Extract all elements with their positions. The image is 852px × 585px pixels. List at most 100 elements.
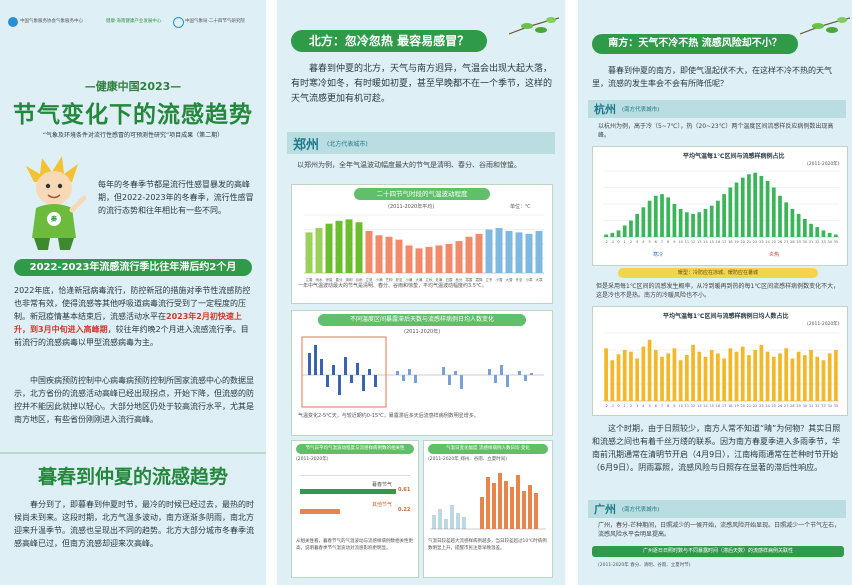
tick-label: 16	[716, 240, 720, 244]
tick-label: 霜降	[476, 277, 484, 282]
chart3-gridline	[300, 475, 410, 476]
bar-34	[827, 353, 832, 401]
tick-label: 31	[809, 240, 813, 244]
city1-name: 杭州	[594, 103, 616, 116]
tick-label: 33	[821, 404, 825, 408]
bar-8	[666, 353, 671, 401]
city-band-hangzhou: 杭州 (南方代表城市)	[588, 100, 846, 118]
bar-9	[672, 204, 677, 237]
tick-label: 春分	[336, 277, 344, 282]
chart-temperature-fluctuation: 二十四节气时段的气温波动程度 (2011-2020年平均) 单位：℃ 立春 雨水惊…	[291, 184, 553, 304]
bar-7	[660, 194, 664, 237]
bar-春分	[335, 220, 343, 273]
tick-label: 11	[685, 240, 689, 244]
bar-16	[716, 353, 720, 401]
tick-label: 大暑	[416, 277, 424, 282]
city1-text: 以杭州为例，高于冷（5~7℃），热（20~23℃）两个温度区间流感样反应病例数出…	[598, 123, 834, 139]
chart3-row2-label: 其他节气	[372, 502, 393, 508]
tick-label: 寒露	[466, 277, 474, 282]
bar-2	[629, 220, 633, 237]
bar-26	[778, 353, 782, 401]
bar-1	[622, 225, 627, 237]
tick-label: 立秋	[426, 277, 434, 282]
tick-label: 14	[703, 240, 708, 244]
bar-芒种	[385, 236, 393, 273]
tick-label: 14	[703, 404, 708, 408]
chart-correlation: 节气日平均气温波动程度与流感样病例数的相关性 (2011-2020年) 暮春节气…	[291, 440, 419, 578]
bar--1	[610, 232, 615, 237]
tick-label: 11	[685, 404, 689, 408]
chart-hangzhou-green: 平均气温每1℃区间与流感样病例占比 (2011-2020年) -2 -1 0 1 2 3 4…	[592, 146, 848, 266]
logo-strip: 中国气象服务协会气象服务中心 健康·海南健康产业发展中心 中国气象局·二十四节气…	[8, 14, 260, 30]
tick-label: 32	[815, 240, 819, 244]
tick-label: 8	[667, 404, 669, 408]
bar-秋分	[455, 241, 463, 273]
bar-6	[653, 350, 658, 401]
bar-大寒	[535, 230, 543, 273]
south-intro: 暮春到仲夏的南方，即使气温起伏不大，在这样不冷不热的天气里，流感的发生率会不会有…	[592, 66, 832, 88]
bar-22	[753, 172, 758, 237]
bar-谷雨	[355, 222, 363, 273]
tick-label: 6	[655, 240, 657, 244]
tick-label: 大雪	[506, 277, 514, 282]
bar-小雪	[495, 228, 503, 273]
north-intro: 暮春到仲夏的北方，天气与南方迥异，气温会出现大起大落，有时寒冷如冬，有时暖如初夏…	[291, 64, 553, 104]
bar-5	[647, 200, 652, 237]
mascot-illustration: 秦	[20, 152, 90, 252]
section1-text-b: ，较往年约晚2个月进入流感流行季。目前流行的流感病毒以甲型流感病毒为主。	[14, 325, 249, 347]
tick-label: 谷雨	[356, 277, 364, 282]
bar-白露	[445, 244, 453, 273]
main-paragraph: 这个时期，由于日照较少，南方人常不知道“晴”为何物？其实日照和流感之间也有着千丝…	[592, 424, 841, 472]
city2-note: (南方代表城市)	[622, 507, 660, 513]
chart1-caption: 一年中气温波动最大的节气是清明、春分、谷雨和惊蛰，平均气温波动幅度约3.5℃。	[298, 283, 487, 289]
bar--2	[604, 234, 608, 237]
bar-惊蛰	[325, 223, 333, 273]
tick-label: 6	[655, 404, 657, 408]
bar-16	[716, 200, 720, 237]
tick-label: 3	[636, 404, 638, 408]
city2-name: 广州	[594, 503, 616, 516]
tick-label: 35	[834, 404, 838, 408]
bar-冬至	[515, 232, 523, 273]
tick-label: 27	[784, 240, 788, 244]
bar-5	[647, 339, 652, 401]
bar-大暑	[415, 248, 423, 273]
chart3-period-p3: (2011-2020年 春分、清明、谷雨、立夏时节)	[598, 563, 691, 568]
chart3-caption: 从相关性看，暮春节气的气温波动与流感样病例数相关性更高，说明暮春季节气温波动对流…	[296, 539, 413, 551]
bar-25	[771, 356, 776, 401]
tick-label: 夏至	[396, 277, 404, 282]
bar-8	[666, 197, 671, 237]
tick-label: 3	[636, 240, 638, 244]
bar-13	[697, 212, 702, 237]
chart2-title: 不同温度区间暴露滞后天数与流感样病例日均人数变化	[318, 314, 526, 326]
bar-35	[834, 234, 838, 237]
bar-12	[691, 213, 695, 237]
section1-paragraph-1: 2022年底，恰逢新冠病毒流行，防控新冠的措施对季节性流感防控也非常有效，使得流…	[14, 284, 254, 349]
project-note: “气象及环境条件对流行性感冒的可预测性研究”项目成果（第二期）	[42, 132, 224, 139]
bar-11	[684, 212, 689, 237]
bar-32	[815, 356, 820, 401]
chart2-period: (2011-2020年)	[404, 329, 441, 335]
bar-33	[821, 360, 826, 401]
bar-夏至	[395, 239, 403, 273]
tick-label: 28	[790, 240, 794, 244]
tick-label: 清明	[346, 277, 354, 282]
chart4-plot	[430, 473, 546, 530]
tick-label: 5	[648, 404, 650, 408]
chart2-period-p3: (2011-2020年)	[807, 322, 840, 327]
chart1-title-p3: 平均气温每1℃区间与流感样病例占比	[683, 153, 785, 160]
chart-diurnal-range: 气温日变化幅度 流感样病例人数日均 变化 (2011-2020年 郑州、谷雨、立…	[423, 440, 553, 578]
bar-3	[635, 213, 640, 237]
tick-label: 15	[709, 240, 713, 244]
tick-label: 26	[778, 404, 782, 408]
bar-14	[703, 356, 708, 401]
bar-23	[759, 344, 764, 401]
bar-20	[740, 177, 745, 237]
bar-30	[802, 218, 807, 237]
section1-heading: 2022-2023年流感流行季比往年滞后约2个月	[14, 259, 252, 276]
bar--1	[610, 360, 615, 401]
tick-label: 小雪	[496, 277, 504, 282]
bar-19	[734, 182, 739, 237]
bar-21	[747, 355, 751, 401]
bar-15	[709, 350, 714, 401]
